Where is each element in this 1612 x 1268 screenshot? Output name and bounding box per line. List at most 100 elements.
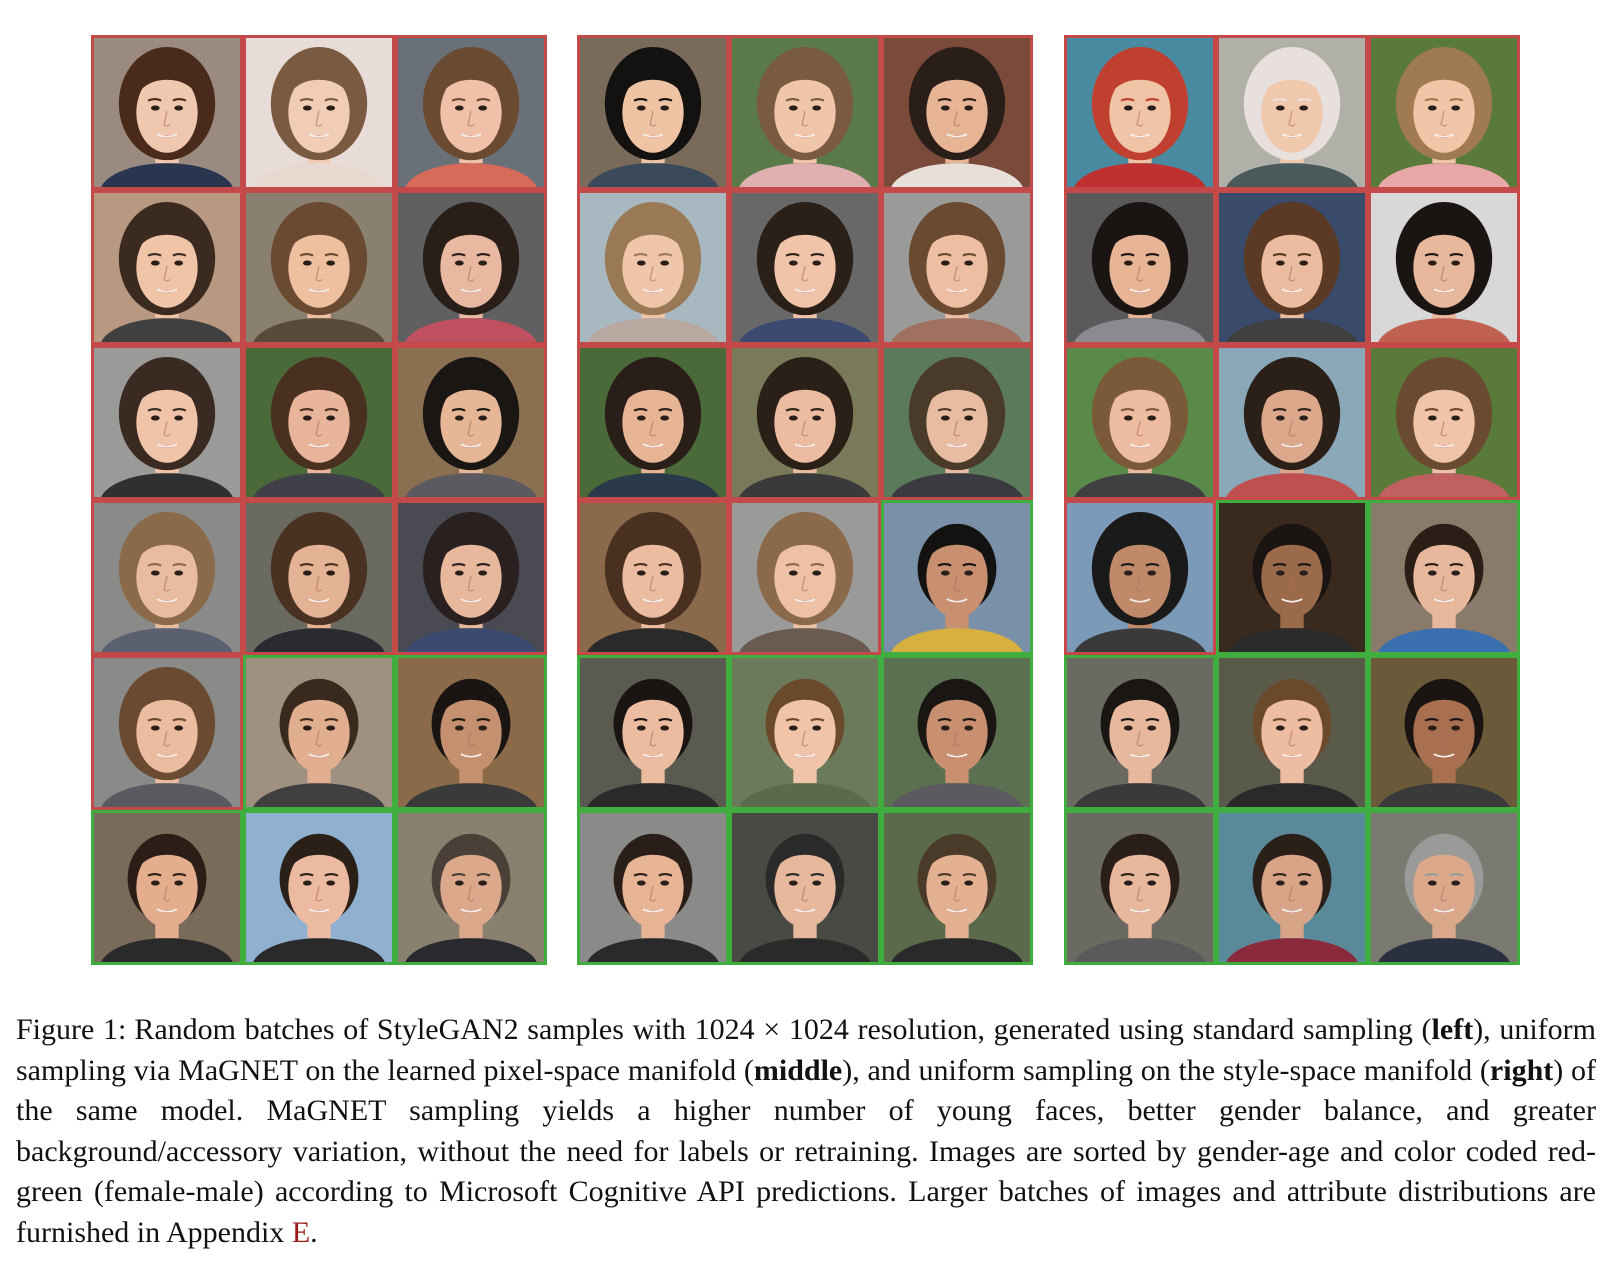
face-sample-right-r4-c2 bbox=[1216, 500, 1368, 655]
face-image bbox=[246, 658, 392, 807]
face-sample-left-r5-c1 bbox=[91, 655, 243, 810]
face-sample-left-r1-c1 bbox=[91, 35, 243, 190]
face-sample-right-r5-c3 bbox=[1368, 655, 1520, 810]
face-sample-left-r4-c3 bbox=[395, 500, 547, 655]
face-image bbox=[732, 348, 878, 497]
caption-bold-left: left bbox=[1431, 1013, 1474, 1046]
face-image bbox=[246, 503, 392, 652]
face-image bbox=[398, 813, 544, 962]
face-image bbox=[1219, 193, 1365, 342]
face-sample-left-r2-c3 bbox=[395, 190, 547, 345]
face-image bbox=[884, 38, 1030, 187]
face-image bbox=[246, 38, 392, 187]
face-image bbox=[398, 348, 544, 497]
face-image bbox=[732, 658, 878, 807]
caption-bold-middle: middle bbox=[753, 1053, 843, 1087]
caption-text-2: ), uniform sampling via MaGNET on the le… bbox=[16, 1013, 1596, 1087]
face-sample-middle-r3-c3 bbox=[881, 345, 1033, 500]
caption-text-5: . bbox=[310, 1215, 318, 1249]
face-sample-middle-r2-c3 bbox=[881, 190, 1033, 345]
face-image bbox=[398, 658, 544, 807]
face-sample-left-r6-c2 bbox=[243, 810, 395, 965]
face-image bbox=[1219, 813, 1365, 962]
face-image bbox=[732, 503, 878, 652]
face-image bbox=[580, 813, 726, 962]
face-sample-left-r3-c1 bbox=[91, 345, 243, 500]
face-image bbox=[1067, 38, 1213, 187]
face-sample-right-r5-c2 bbox=[1216, 655, 1368, 810]
face-sample-middle-r3-c2 bbox=[729, 345, 881, 500]
face-sample-left-r5-c2 bbox=[243, 655, 395, 810]
face-image bbox=[1371, 503, 1517, 652]
face-image bbox=[246, 348, 392, 497]
face-sample-right-r1-c2 bbox=[1216, 35, 1368, 190]
face-image bbox=[580, 38, 726, 187]
caption-bold-right: right bbox=[1489, 1053, 1554, 1087]
caption-text-4: ) of the same model. MaGNET sampling yie… bbox=[16, 1053, 1596, 1249]
face-sample-right-r6-c1 bbox=[1064, 810, 1216, 965]
face-sample-right-r1-c3 bbox=[1368, 35, 1520, 190]
appendix-link[interactable]: E bbox=[291, 1215, 311, 1249]
face-sample-left-r2-c2 bbox=[243, 190, 395, 345]
face-image bbox=[732, 813, 878, 962]
face-image bbox=[94, 193, 240, 342]
face-image bbox=[1067, 348, 1213, 497]
face-sample-middle-r4-c2 bbox=[729, 500, 881, 655]
face-sample-middle-r1-c2 bbox=[729, 35, 881, 190]
face-sample-middle-r6-c2 bbox=[729, 810, 881, 965]
face-image bbox=[1219, 503, 1365, 652]
caption-text-1: Random batches of StyleGAN2 samples with… bbox=[134, 1013, 1432, 1046]
face-sample-middle-r2-c2 bbox=[729, 190, 881, 345]
face-image bbox=[1067, 193, 1213, 342]
face-sample-middle-r5-c2 bbox=[729, 655, 881, 810]
face-image bbox=[1219, 658, 1365, 807]
face-sample-left-r3-c2 bbox=[243, 345, 395, 500]
face-sample-middle-r1-c3 bbox=[881, 35, 1033, 190]
face-image bbox=[580, 658, 726, 807]
face-sample-right-r5-c1 bbox=[1064, 655, 1216, 810]
face-sample-left-r3-c3 bbox=[395, 345, 547, 500]
face-image bbox=[398, 193, 544, 342]
face-image bbox=[94, 658, 240, 807]
figure-caption: Figure 1: Random batches of StyleGAN2 sam… bbox=[16, 1010, 1596, 1253]
face-sample-middle-r6-c3 bbox=[881, 810, 1033, 965]
face-sample-right-r4-c1 bbox=[1064, 500, 1216, 655]
face-sample-left-r4-c1 bbox=[91, 500, 243, 655]
face-image bbox=[1067, 658, 1213, 807]
face-sample-left-r1-c2 bbox=[243, 35, 395, 190]
face-image bbox=[1371, 38, 1517, 187]
face-sample-left-r6-c3 bbox=[395, 810, 547, 965]
face-image bbox=[1219, 348, 1365, 497]
face-sample-right-r2-c1 bbox=[1064, 190, 1216, 345]
face-sample-middle-r3-c1 bbox=[577, 345, 729, 500]
face-image bbox=[94, 813, 240, 962]
face-image bbox=[1371, 348, 1517, 497]
face-image bbox=[94, 503, 240, 652]
face-image bbox=[1067, 503, 1213, 652]
face-image bbox=[732, 193, 878, 342]
face-sample-left-r6-c1 bbox=[91, 810, 243, 965]
face-sample-middle-r4-c1 bbox=[577, 500, 729, 655]
face-sample-right-r3-c3 bbox=[1368, 345, 1520, 500]
face-image bbox=[884, 658, 1030, 807]
face-image bbox=[1371, 658, 1517, 807]
face-sample-right-r2-c2 bbox=[1216, 190, 1368, 345]
sample-grid-left bbox=[91, 35, 547, 965]
face-image bbox=[884, 348, 1030, 497]
face-sample-right-r4-c3 bbox=[1368, 500, 1520, 655]
face-sample-right-r1-c1 bbox=[1064, 35, 1216, 190]
sample-grid-right bbox=[1064, 35, 1520, 965]
face-image bbox=[246, 813, 392, 962]
face-image bbox=[1067, 813, 1213, 962]
face-sample-right-r6-c3 bbox=[1368, 810, 1520, 965]
face-image bbox=[94, 38, 240, 187]
face-image bbox=[1219, 38, 1365, 187]
face-image bbox=[1371, 813, 1517, 962]
face-image bbox=[884, 813, 1030, 962]
caption-text-3: ), and uniform sampling on the style-spa… bbox=[842, 1053, 1490, 1087]
face-sample-middle-r6-c1 bbox=[577, 810, 729, 965]
face-sample-middle-r4-c3 bbox=[881, 500, 1033, 655]
face-sample-middle-r5-c3 bbox=[881, 655, 1033, 810]
face-sample-middle-r1-c1 bbox=[577, 35, 729, 190]
face-sample-left-r5-c3 bbox=[395, 655, 547, 810]
